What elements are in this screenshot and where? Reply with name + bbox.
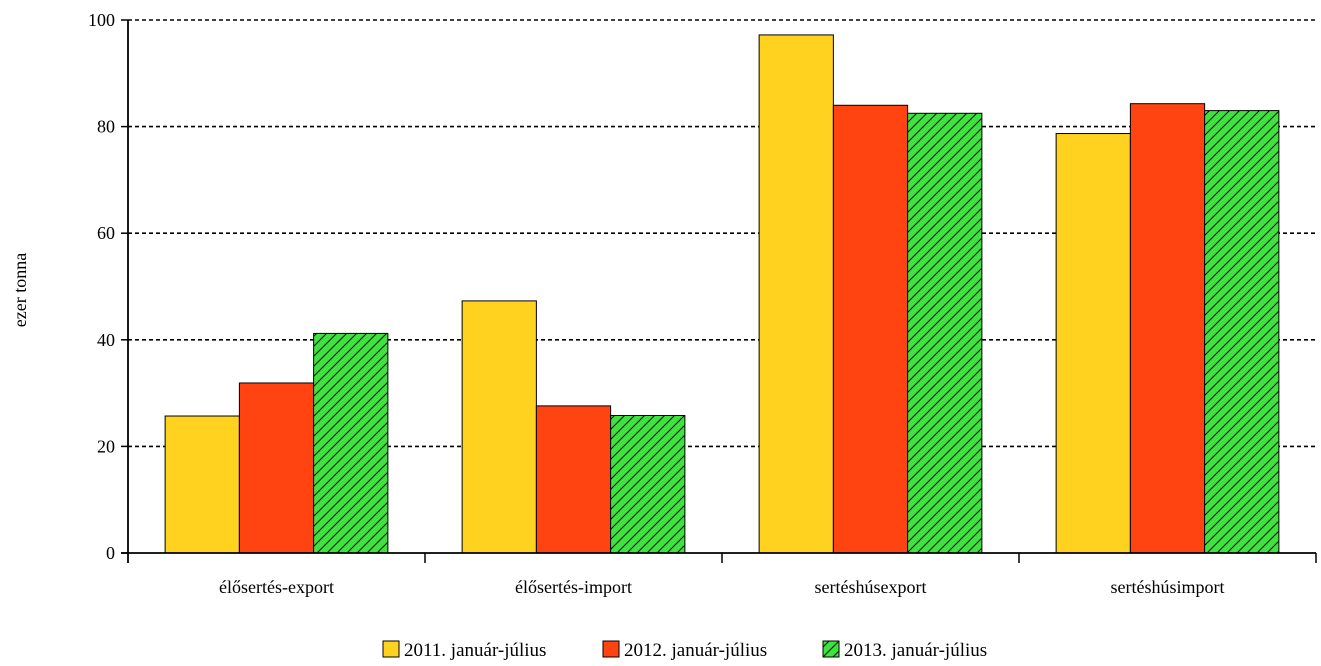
y-tick-label: 0 — [106, 543, 115, 563]
y-axis-title: ezer tonna — [10, 253, 30, 327]
legend-swatch — [382, 640, 400, 658]
x-tick-label: sertéshúsexport — [815, 577, 927, 597]
x-tick-label: élősertés-import — [515, 577, 632, 597]
x-tick-label: élősertés-export — [219, 577, 334, 597]
legend-label: 2012. január-július — [624, 640, 767, 661]
legend-label: 2013. január-július — [844, 640, 987, 661]
bars — [164, 34, 1280, 554]
legend-swatch — [602, 640, 620, 658]
legend: 2011. január-július 2012. január-július 20… — [382, 640, 987, 661]
bar — [758, 34, 834, 554]
bar — [1055, 133, 1131, 554]
bar — [1204, 110, 1280, 554]
bar — [610, 414, 686, 554]
y-tick-label: 80 — [97, 117, 115, 137]
x-tick-label: sertéshúsimport — [1111, 577, 1225, 597]
legend-label: 2011. január-július — [404, 640, 546, 661]
bar — [907, 112, 983, 554]
axes: 0 20 40 60 80 100 élősertés-export élősertés-im… — [88, 10, 1317, 597]
y-tick-label: 20 — [97, 436, 115, 456]
legend-swatch — [822, 640, 840, 658]
bar — [164, 415, 240, 554]
bar — [1129, 103, 1206, 554]
y-tick-label: 60 — [97, 223, 115, 243]
bar — [461, 300, 537, 554]
bar — [238, 382, 315, 554]
y-tick-label: 40 — [97, 330, 115, 350]
bar — [535, 405, 612, 554]
bar — [313, 332, 389, 554]
y-tick-label: 100 — [88, 10, 115, 30]
bar — [832, 104, 909, 554]
